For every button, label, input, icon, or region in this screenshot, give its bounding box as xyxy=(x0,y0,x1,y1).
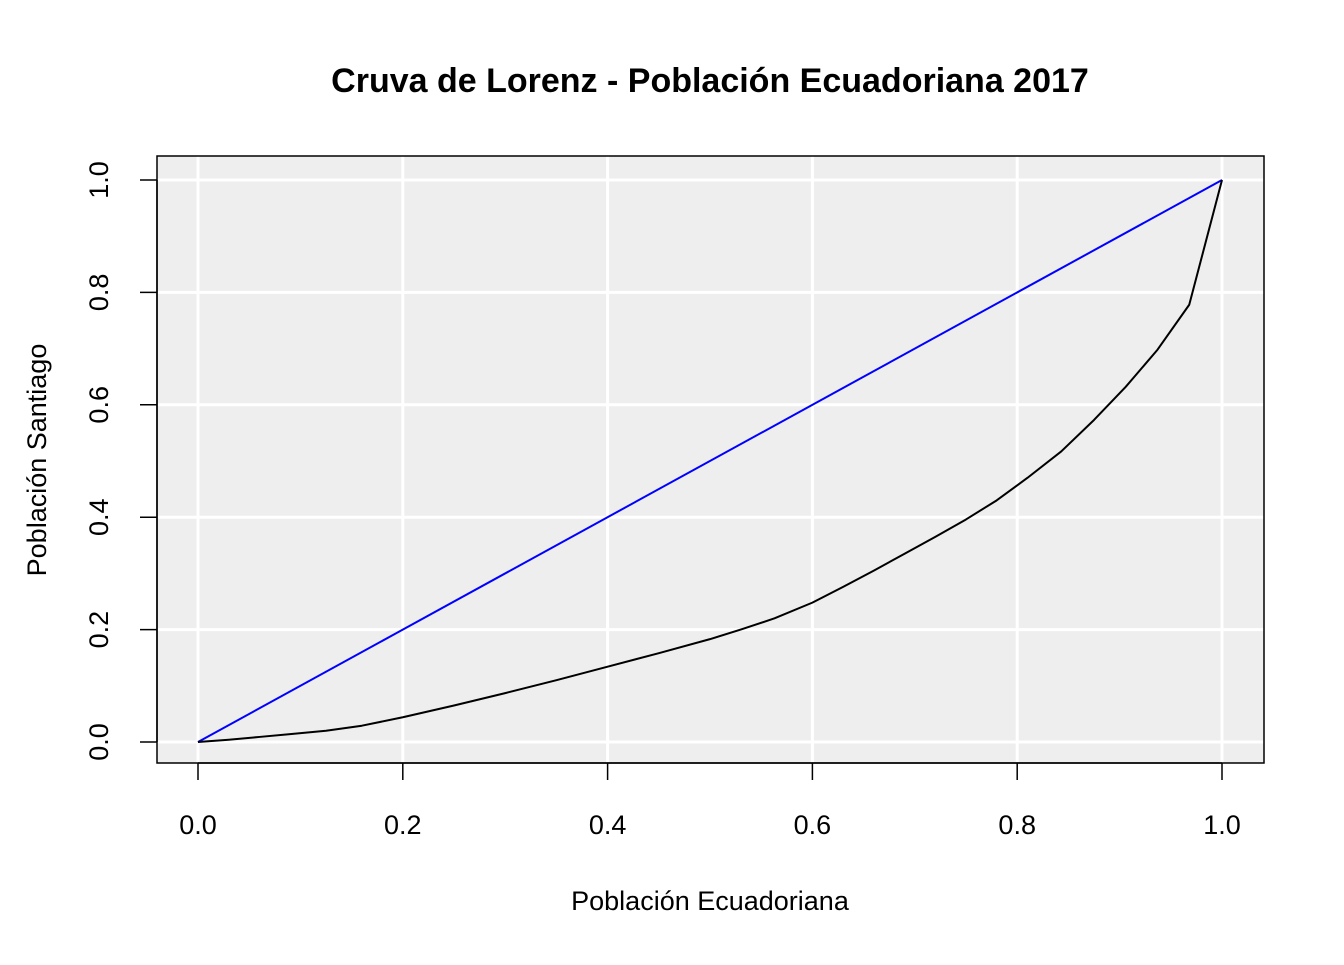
grid-lines xyxy=(157,156,1264,763)
x-axis: 0.0 0.2 0.4 0.6 0.8 1.0 xyxy=(179,762,1241,840)
y-tick-label: 0.0 xyxy=(84,723,114,761)
x-tick-label: 0.4 xyxy=(589,810,627,840)
y-axis-label: Población Santiago xyxy=(22,344,52,577)
x-axis-label: Población Ecuadoriana xyxy=(571,886,850,916)
lorenz-curve-line xyxy=(197,179,1223,743)
equality-line xyxy=(197,179,1223,743)
y-tick-label: 0.2 xyxy=(84,611,114,649)
series-layer xyxy=(197,179,1223,743)
y-tick-label: 1.0 xyxy=(84,161,114,199)
x-tick-label: 0.0 xyxy=(179,810,217,840)
y-tick-label: 0.8 xyxy=(84,274,114,312)
y-axis: 0.0 0.2 0.4 0.6 0.8 1.0 xyxy=(84,161,158,761)
x-tick-label: 0.8 xyxy=(998,810,1036,840)
y-tick-label: 0.6 xyxy=(84,386,114,424)
x-tick-label: 0.6 xyxy=(794,810,832,840)
y-tick-label: 0.4 xyxy=(84,498,114,536)
x-tick-label: 0.2 xyxy=(384,810,422,840)
chart-title: Cruva de Lorenz - Población Ecuadoriana … xyxy=(331,62,1089,100)
x-tick-label: 1.0 xyxy=(1203,810,1241,840)
